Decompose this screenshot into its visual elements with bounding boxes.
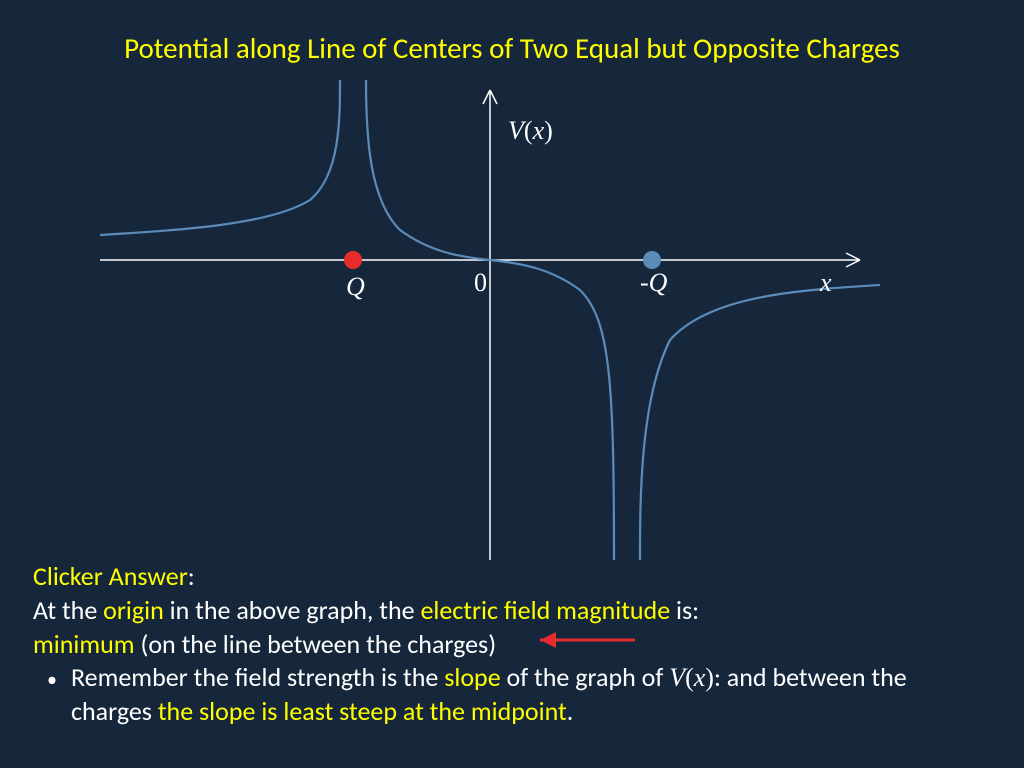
negative-charge-dot: [643, 251, 661, 269]
answer-heading-line: Clicker Answer:: [33, 560, 991, 594]
y-axis: [483, 90, 497, 560]
slide-title: Potential along Line of Centers of Two E…: [0, 30, 1024, 66]
answer-line-2: minimum (on the line between the charges…: [33, 628, 991, 662]
answer-heading: Clicker Answer: [33, 560, 188, 592]
bullet-icon: •: [33, 661, 71, 693]
y-axis-label: V(x): [508, 116, 553, 146]
graph-svg: [80, 80, 880, 560]
origin-label: 0: [474, 268, 487, 298]
x-axis: [100, 253, 860, 267]
answer-line-1: At the origin in the above graph, the el…: [33, 594, 991, 628]
potential-graph: V(x) x 0 Q -Q: [80, 80, 880, 560]
potential-curve-right: [490, 260, 880, 560]
positive-charge-label: Q: [346, 272, 365, 302]
x-axis-label: x: [820, 268, 832, 298]
bullet-text: Remember the field strength is the slope…: [71, 661, 991, 729]
positive-charge-dot: [344, 251, 362, 269]
answer-bullet: • Remember the field strength is the slo…: [33, 661, 991, 729]
answer-block: Clicker Answer: At the origin in the abo…: [33, 560, 991, 729]
potential-curve-left: [100, 80, 490, 260]
negative-charge-label: -Q: [640, 268, 667, 298]
